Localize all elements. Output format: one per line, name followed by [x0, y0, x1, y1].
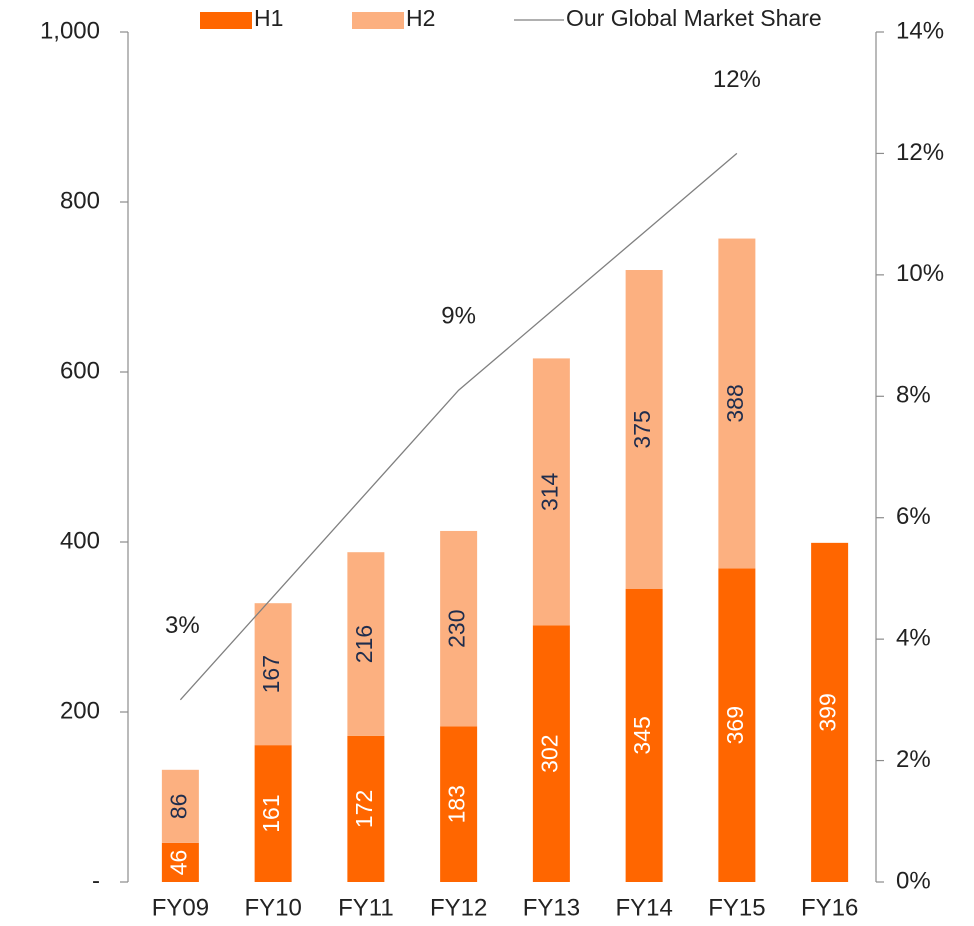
y2-tick-label: 0%: [896, 867, 931, 894]
bar-segment: [254, 745, 292, 882]
bar-value-label: 86: [165, 794, 191, 820]
y2-tick-label: 12%: [896, 139, 944, 166]
bar-value-label: 302: [536, 734, 562, 772]
bar-segment: [161, 842, 199, 882]
y2-tick-label: 14%: [896, 17, 944, 44]
y-tick-label: 600: [60, 357, 100, 384]
y2-tick-label: 6%: [896, 503, 931, 530]
x-tick-label: FY15: [708, 894, 765, 921]
bar-segment: [532, 625, 570, 882]
bar-value-label: 314: [536, 472, 562, 511]
legend-swatch: [200, 12, 252, 29]
y2-tick-label: 10%: [896, 260, 944, 287]
x-tick-label: FY10: [244, 894, 301, 921]
annotation: 3%: [165, 612, 200, 639]
y2-tick-label: 4%: [896, 624, 931, 651]
bar-segment: [718, 238, 756, 569]
bar-segment: [718, 568, 756, 882]
x-tick-label: FY12: [430, 894, 487, 921]
bar-segment: [440, 726, 478, 882]
x-tick-label: FY09: [152, 894, 209, 921]
y-tick-label: 400: [60, 527, 100, 554]
bar-segment: [440, 530, 478, 727]
bar-segment: [532, 358, 570, 626]
bar-segment: [811, 542, 849, 882]
annotation: 9%: [441, 303, 476, 330]
legend-label: Our Global Market Share: [566, 5, 822, 31]
legend-swatch: [352, 12, 404, 29]
bar-value-label: 230: [444, 610, 470, 648]
bar-value-label: 172: [351, 790, 377, 828]
bar-segment: [161, 769, 199, 843]
bar-value-label: 375: [629, 410, 655, 448]
bar-value-label: 399: [815, 693, 841, 731]
bar-value-label: 345: [629, 716, 655, 754]
x-tick-label: FY13: [523, 894, 580, 921]
annotation: 12%: [713, 66, 761, 93]
x-tick-label: FY16: [801, 894, 858, 921]
bar-value-label: 216: [351, 625, 377, 663]
y2-tick-label: 8%: [896, 382, 931, 409]
bar-value-label: 161: [258, 794, 284, 832]
x-tick-label: FY14: [615, 894, 672, 921]
legend-label: H1: [254, 5, 283, 31]
share-line: [179, 152, 738, 701]
bar-segment: [625, 270, 663, 589]
bar-value-label: 369: [722, 706, 748, 744]
bar-value-label: 388: [722, 384, 748, 422]
y-tick-label: 1,000: [40, 17, 100, 44]
y-tick-label: 200: [60, 697, 100, 724]
bar-segment: [347, 552, 385, 736]
y2-tick-label: 2%: [896, 746, 931, 773]
bar-value-label: 167: [258, 655, 284, 693]
x-tick-label: FY11: [338, 894, 394, 921]
legend-label: H2: [406, 5, 435, 31]
bar-segment: [254, 603, 292, 746]
bar-value-label: 183: [444, 785, 470, 823]
bar-segment: [625, 588, 663, 882]
bar-value-label: 46: [165, 850, 191, 876]
y-tick-label: -: [92, 867, 100, 894]
bar-segment: [347, 735, 385, 882]
y-tick-label: 800: [60, 187, 100, 214]
